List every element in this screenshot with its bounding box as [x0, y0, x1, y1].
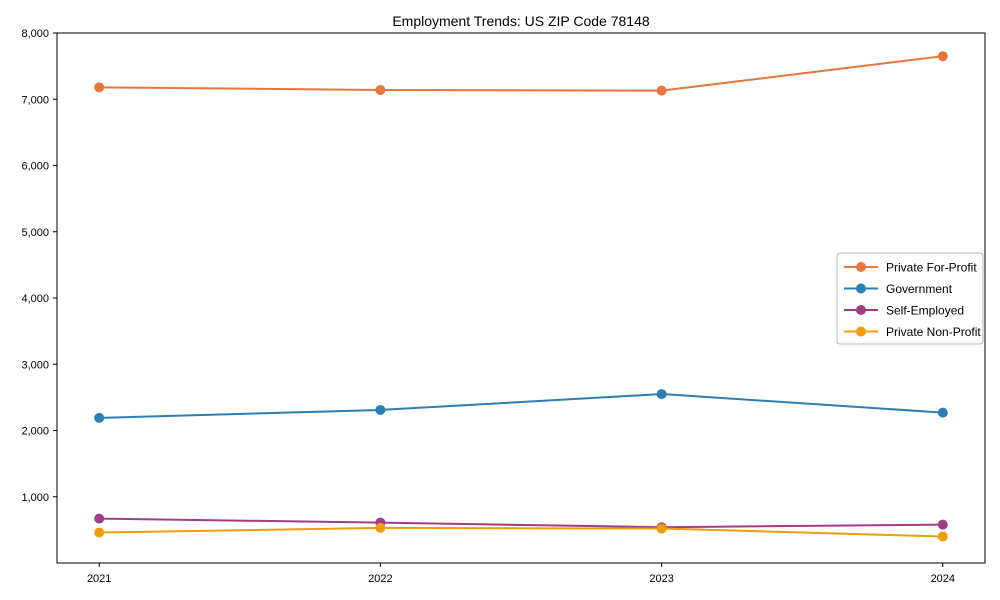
legend-label-government: Government [886, 282, 953, 296]
legend-swatch-marker-private-for-profit [856, 262, 866, 272]
chart-title: Employment Trends: US ZIP Code 78148 [392, 13, 650, 29]
data-point-private-for-profit [94, 82, 105, 93]
series-line-private-non-profit [99, 526, 943, 538]
y-tick-label: 5,000 [21, 227, 49, 239]
data-point-government [656, 389, 667, 400]
data-point-government [94, 412, 105, 423]
legend-swatch-marker-government [856, 283, 866, 294]
data-point-government [375, 404, 386, 415]
data-point-private-non-profit [375, 522, 386, 533]
y-tick-label: 3,000 [21, 359, 49, 371]
axes-layer: 1,000 2,000 3,000 4,000 5,000 6,000 7,000 8,000… [21, 28, 986, 585]
data-point-private-non-profit [937, 531, 948, 542]
data-point-self-employed [937, 519, 948, 530]
x-tick-label: 2021 [87, 573, 111, 585]
legend-label-private-for-profit: Private For-Profit [886, 261, 977, 275]
data-point-self-employed [94, 513, 105, 524]
x-tick-label: 2022 [368, 573, 392, 585]
legend-label-private-non-profit: Private Non-Profit [886, 325, 981, 339]
legend: Private For-Profit Government Self-Employe… [836, 252, 984, 345]
y-tick-label: 8,000 [21, 28, 49, 40]
series-line-government [99, 393, 943, 419]
data-point-government [937, 407, 948, 418]
data-point-private-for-profit [375, 84, 386, 95]
legend-swatch-marker-private-non-profit [856, 326, 866, 337]
legend-label-self-employed: Self-Employed [886, 304, 964, 318]
y-tick-label: 1,000 [21, 492, 49, 504]
series-line-private-for-profit [99, 55, 943, 92]
data-point-private-for-profit [656, 85, 667, 96]
legend-box [836, 252, 984, 345]
series-layer [94, 51, 948, 542]
data-point-private-non-profit [656, 523, 667, 534]
data-point-private-for-profit [937, 51, 948, 62]
data-point-private-non-profit [94, 527, 105, 538]
y-tick-label: 7,000 [21, 94, 49, 106]
legend-swatch-marker-self-employed [856, 305, 866, 315]
y-tick-label: 6,000 [21, 161, 49, 173]
y-tick-label: 2,000 [21, 426, 49, 438]
series-line-self-employed [99, 517, 943, 529]
x-tick-label: 2024 [931, 573, 955, 585]
y-tick-label: 4,000 [21, 293, 49, 305]
x-tick-label: 2023 [649, 573, 673, 585]
